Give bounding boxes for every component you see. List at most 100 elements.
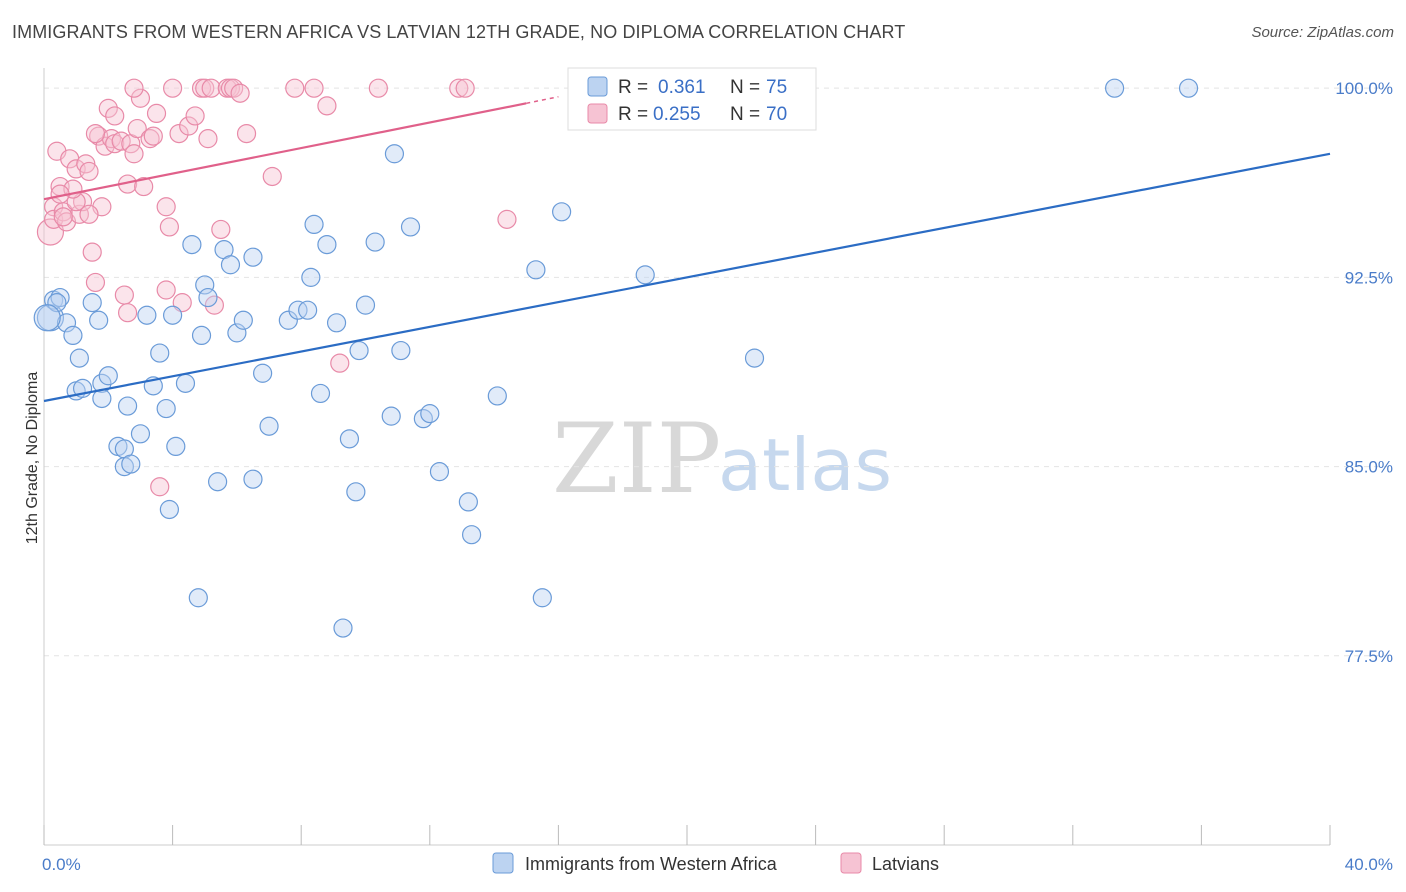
y-tick-label-1: 85.0% (1345, 458, 1393, 477)
western-africa-point-27 (198, 287, 218, 308)
western-africa-point-31 (227, 323, 247, 343)
western-africa-point-58 (461, 525, 482, 545)
western-africa-point-67 (1178, 78, 1199, 98)
latvians-point-9 (69, 204, 89, 224)
western-africa-point-60 (526, 260, 546, 280)
latvians-point-24 (124, 144, 144, 164)
latvians-point-41 (198, 129, 218, 149)
western-africa-point-9 (92, 373, 112, 393)
western-africa-point-49 (365, 232, 385, 252)
western-africa-point-7 (82, 293, 102, 313)
latvians-point-48 (230, 83, 250, 103)
latvians-point-66 (156, 197, 176, 217)
western-africa-points (33, 78, 1199, 638)
axes (43, 68, 1331, 846)
y-tick-labels: 77.5% 85.0% 92.5% 100.0% (1335, 79, 1393, 666)
y-axis-label: 12th Grade, No Diploma (24, 372, 41, 545)
western-africa-point-66 (1104, 78, 1125, 98)
western-africa-point-46 (346, 482, 366, 502)
western-africa-point-57 (458, 492, 478, 512)
trend-line-western-africa (43, 152, 1331, 403)
western-africa-point-62 (552, 202, 572, 222)
western-africa-point-51 (384, 144, 405, 164)
trend-line-latvians (43, 102, 527, 201)
latvians-point-32 (156, 280, 176, 300)
western-africa-point-47 (349, 340, 369, 361)
western-africa-point-2 (50, 287, 70, 308)
western-africa-point-61 (532, 588, 552, 608)
latvians-point-38 (185, 106, 205, 126)
western-africa-point-20 (156, 398, 176, 419)
latvians-point-16 (98, 98, 118, 118)
western-africa-point-25 (191, 325, 212, 346)
source-label: Source: ZipAtlas.com (1251, 24, 1394, 41)
western-africa-point-21 (163, 305, 183, 325)
western-africa-point-70 (243, 469, 263, 489)
latvians-point-44 (211, 219, 231, 240)
western-africa-point-41 (310, 383, 331, 404)
western-africa-point-59 (487, 386, 507, 406)
latvians-point-43 (204, 295, 224, 315)
western-africa-point-45 (339, 429, 360, 449)
trend-lines (43, 96, 1331, 403)
western-africa-point-40 (304, 214, 324, 235)
western-africa-point-65 (744, 348, 765, 368)
western-africa-point-54 (413, 409, 433, 429)
western-africa-point-64 (635, 265, 655, 285)
western-africa-point-34 (253, 363, 273, 383)
latvians-point-0 (36, 218, 65, 246)
trend-line-latvians-extension (526, 96, 559, 105)
western-africa-point-8 (89, 310, 109, 330)
western-africa-point-69 (188, 588, 208, 608)
latvians-point-50 (262, 166, 282, 187)
y-tick-label-0: 77.5% (1345, 647, 1393, 666)
latvians-point-36 (172, 293, 192, 313)
latvians-point-64 (85, 123, 106, 144)
bottom-legend-swatch-blue (492, 852, 514, 874)
legend-r-label-pink: R = (618, 104, 648, 125)
bottom-legend-swatch-pink (840, 852, 862, 874)
western-africa-point-32 (233, 310, 253, 330)
latvians-point-53 (317, 96, 337, 116)
western-africa-point-28 (208, 472, 228, 492)
watermark-atlas: atlas (718, 423, 892, 507)
latvians-point-34 (163, 78, 183, 98)
western-africa-point-38 (298, 300, 318, 320)
western-africa-point-23 (175, 373, 196, 393)
western-africa-point-50 (381, 406, 401, 426)
legend-r-label-blue: R = (618, 77, 648, 98)
western-africa-point-30 (220, 255, 241, 275)
watermark-zip: ZIP (552, 403, 721, 515)
latvians-point-57 (455, 78, 475, 98)
western-africa-point-74 (33, 304, 61, 332)
chart-title: IMMIGRANTS FROM WESTERN AFRICA VS LATVIA… (12, 22, 906, 42)
latvians-point-62 (105, 106, 125, 126)
bottom-legend-label-pink: Latvians (872, 854, 939, 874)
legend-n-value-pink: 70 (766, 104, 787, 125)
legend-swatch-blue (587, 76, 608, 97)
latvians-point-68 (79, 204, 99, 224)
latvians-point-12 (82, 242, 102, 262)
latvians-point-26 (130, 88, 151, 108)
latvians-point-20 (114, 285, 134, 305)
western-africa-point-53 (400, 217, 421, 237)
latvians-point-60 (72, 192, 93, 212)
legend-r-value-blue: 0.361 (658, 77, 706, 98)
western-africa-point-42 (317, 234, 337, 255)
western-africa-point-52 (391, 340, 411, 361)
western-africa-point-37 (288, 300, 308, 320)
legend-n-value-blue: 75 (766, 77, 787, 98)
western-africa-point-39 (301, 267, 321, 287)
x-tick-label-0: 0.0% (42, 855, 81, 874)
y-tick-label-2: 92.5% (1345, 268, 1393, 287)
latvians-point-40 (195, 78, 215, 98)
legend-r-value-pink: 0.255 (653, 104, 701, 125)
legend-n-label-pink: N = (730, 104, 760, 125)
x-tick-labels: 0.0% 40.0% (42, 855, 1393, 874)
stats-legend: R = 0.361 N = 75 R = 0.255 N = 70 (567, 67, 817, 131)
western-africa-point-26 (195, 275, 215, 295)
latvians-point-61 (53, 207, 73, 227)
latvians-point-42 (201, 78, 221, 98)
latvians-point-37 (179, 116, 199, 136)
western-africa-point-16 (130, 424, 151, 444)
